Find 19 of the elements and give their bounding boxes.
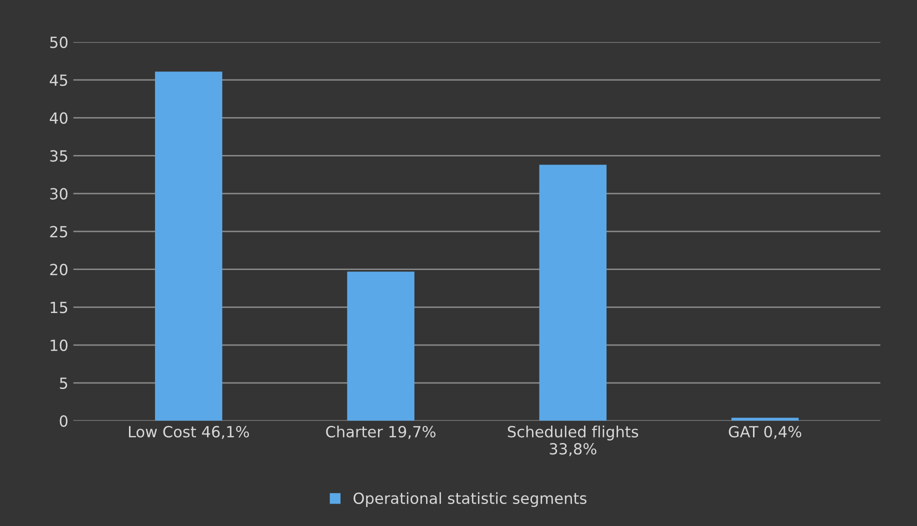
y-tick-label: 25 bbox=[50, 226, 68, 238]
y-tick-label: 20 bbox=[50, 264, 68, 276]
bar bbox=[347, 272, 414, 421]
y-tick-label: 15 bbox=[50, 302, 68, 314]
x-tick-label: Scheduled flights 33,8% bbox=[508, 426, 638, 456]
y-tick-label: 5 bbox=[60, 378, 68, 389]
x-tick-label: GAT 0,4% bbox=[728, 426, 802, 440]
y-tick-label: 10 bbox=[50, 340, 68, 352]
y-tick-label: 40 bbox=[50, 112, 68, 124]
bar bbox=[539, 164, 607, 421]
legend-label: Operational statistic segments bbox=[354, 492, 586, 507]
y-tick-label: 35 bbox=[50, 150, 68, 162]
x-tick-label: Low Cost 46,1% bbox=[128, 426, 249, 440]
bar bbox=[155, 72, 222, 421]
y-tick-label: 30 bbox=[50, 188, 68, 200]
y-tick-label: 50 bbox=[50, 36, 68, 48]
y-tick-label: 0 bbox=[60, 415, 68, 427]
y-tick-label: 45 bbox=[50, 74, 68, 86]
x-tick-label: Charter 19,7% bbox=[326, 426, 436, 440]
